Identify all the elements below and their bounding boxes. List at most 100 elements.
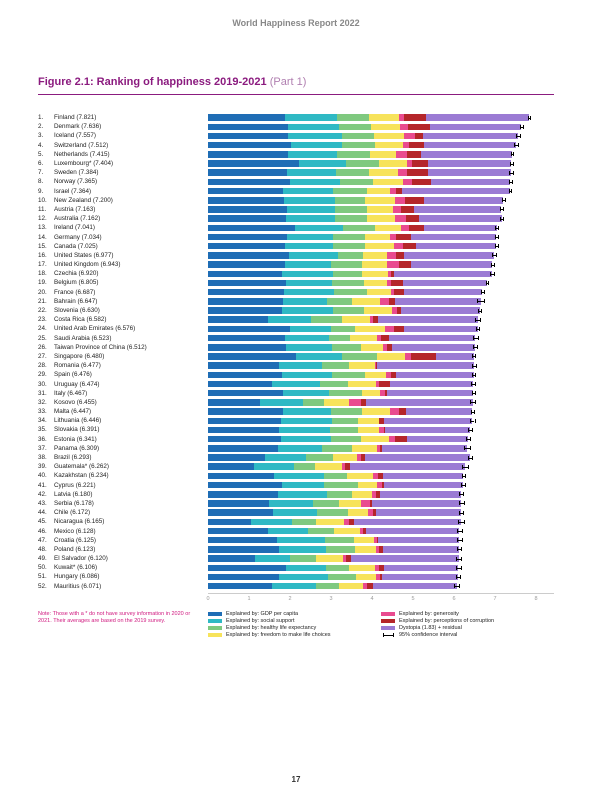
bar-row xyxy=(208,481,554,490)
segment-social xyxy=(279,574,328,581)
segment-gdp xyxy=(208,298,283,305)
segment-gdp xyxy=(208,408,283,415)
segment-dystopia xyxy=(428,169,511,176)
segment-corruption xyxy=(405,197,425,204)
country-label-row: 29.Spain (6.476) xyxy=(38,370,208,379)
bar-row xyxy=(208,242,554,251)
country-label-row: 13.Ireland (7.041) xyxy=(38,223,208,232)
segment-corruption xyxy=(399,408,406,415)
bar-row xyxy=(208,324,554,333)
segment-dystopia xyxy=(401,307,480,314)
segment-generosity xyxy=(390,408,399,415)
segment-freedom xyxy=(371,124,401,131)
segment-gdp xyxy=(208,546,279,553)
segment-freedom xyxy=(339,500,362,507)
segment-dystopia xyxy=(366,399,473,406)
segment-freedom xyxy=(356,574,376,581)
segment-health xyxy=(322,362,349,369)
segment-freedom xyxy=(362,261,387,268)
segment-gdp xyxy=(208,436,281,443)
country-label-row: 24.United Arab Emirates (6.576) xyxy=(38,324,208,333)
segment-gdp xyxy=(208,528,268,535)
bar-row xyxy=(208,205,554,214)
bar-row xyxy=(208,196,554,205)
segment-health xyxy=(333,188,367,195)
segment-health xyxy=(306,454,333,461)
segment-corruption xyxy=(396,234,411,241)
axis-tick: 5 xyxy=(411,596,414,602)
country-label-row: 49.El Salvador (6.120) xyxy=(38,554,208,563)
bar-row xyxy=(208,435,554,444)
segment-freedom xyxy=(315,463,342,470)
segment-freedom xyxy=(361,436,390,443)
country-label-row: 7.Sweden (7.384) xyxy=(38,168,208,177)
bar-row xyxy=(208,453,554,462)
segment-corruption xyxy=(396,252,403,259)
segment-social xyxy=(285,114,337,121)
bar-row xyxy=(208,361,554,370)
segment-gdp xyxy=(208,519,251,526)
segment-gdp xyxy=(208,372,282,379)
segment-gdp xyxy=(208,537,277,544)
segment-gdp xyxy=(208,482,282,489)
segment-freedom xyxy=(348,381,376,388)
legend-item-corruption: Explained by: perceptions of corruption xyxy=(381,618,554,624)
bar-row xyxy=(208,563,554,572)
segment-freedom xyxy=(365,197,394,204)
country-label-row: 33.Malta (6.447) xyxy=(38,407,208,416)
country-label-row: 20.France (6.687) xyxy=(38,288,208,297)
bars-container: 012345678 xyxy=(208,113,554,605)
bar-row xyxy=(208,407,554,416)
bar-row xyxy=(208,425,554,434)
segment-dystopia xyxy=(376,509,460,516)
segment-gdp xyxy=(208,160,299,167)
note-legend-row: Note: Those with a * do not have survey … xyxy=(38,611,554,639)
country-label-row: 5.Netherlands (7.415) xyxy=(38,150,208,159)
segment-social xyxy=(286,280,332,287)
segment-dystopia xyxy=(404,289,482,296)
segment-dystopia xyxy=(384,565,458,572)
country-labels: 1.Finland (7.821)2.Denmark (7.636)3.Icel… xyxy=(38,113,208,605)
segment-dystopia xyxy=(350,463,464,470)
country-label-row: 10.New Zealand (7.200) xyxy=(38,196,208,205)
segment-freedom xyxy=(333,454,358,461)
country-label-row: 23.Costa Rica (6.582) xyxy=(38,315,208,324)
bar-row xyxy=(208,370,554,379)
bar-row xyxy=(208,288,554,297)
segment-social xyxy=(268,316,311,323)
segment-dystopia xyxy=(372,500,461,507)
segment-corruption xyxy=(412,179,431,186)
country-label-row: 34.Lithuania (6.446) xyxy=(38,416,208,425)
segment-freedom xyxy=(342,316,370,323)
segment-dystopia xyxy=(378,316,478,323)
segment-freedom xyxy=(367,188,390,195)
segment-social xyxy=(282,271,332,278)
segment-gdp xyxy=(208,399,260,406)
segment-dystopia xyxy=(385,427,470,434)
segment-gdp xyxy=(208,473,274,480)
bar-row xyxy=(208,159,554,168)
segment-dystopia xyxy=(378,537,460,544)
country-label-row: 1.Finland (7.821) xyxy=(38,113,208,122)
segment-freedom xyxy=(352,298,380,305)
country-label-row: 36.Estonia (6.341) xyxy=(38,435,208,444)
segment-health xyxy=(329,335,351,342)
segment-social xyxy=(251,519,292,526)
segment-freedom xyxy=(367,289,390,296)
segment-corruption xyxy=(391,280,402,287)
segment-dystopia xyxy=(424,225,497,232)
segment-social xyxy=(260,399,303,406)
segment-social xyxy=(278,445,322,452)
segment-dystopia xyxy=(394,271,492,278)
figure-title-main: Figure 2.1: Ranking of happiness 2019-20… xyxy=(38,76,267,88)
segment-gdp xyxy=(208,289,284,296)
segment-generosity xyxy=(385,326,394,333)
segment-corruption xyxy=(394,289,405,296)
segment-gdp xyxy=(208,252,289,259)
bar-row xyxy=(208,251,554,260)
segment-freedom xyxy=(355,326,385,333)
country-label-row: 21.Bahrain (6.647) xyxy=(38,297,208,306)
segment-gdp xyxy=(208,574,279,581)
segment-dystopia xyxy=(384,482,463,489)
segment-gdp xyxy=(208,427,279,434)
